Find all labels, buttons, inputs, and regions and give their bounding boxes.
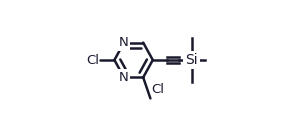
- Text: Cl: Cl: [86, 54, 99, 66]
- Text: N: N: [119, 36, 129, 49]
- Text: Cl: Cl: [152, 83, 165, 96]
- Text: N: N: [119, 71, 129, 84]
- Text: Si: Si: [186, 53, 198, 67]
